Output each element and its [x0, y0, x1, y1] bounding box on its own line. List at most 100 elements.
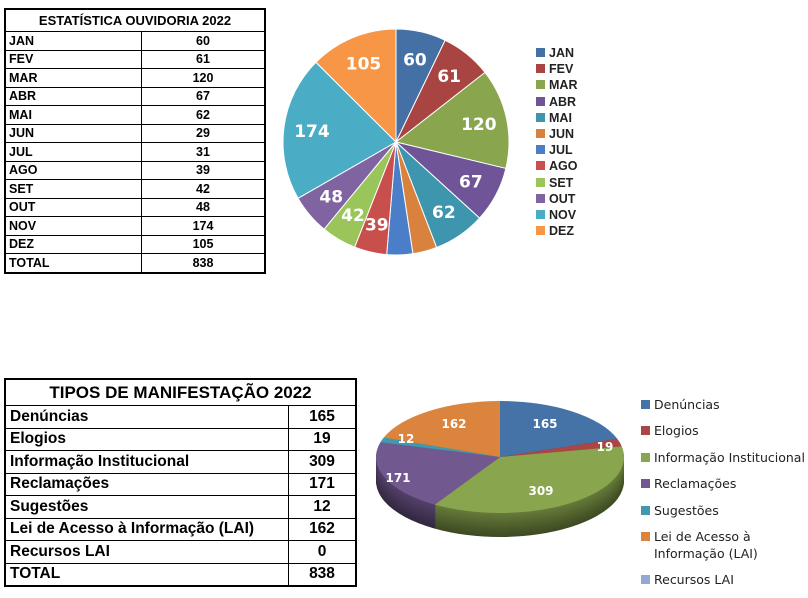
legend-item: Lei de Acesso à Informação (LAI): [641, 528, 808, 562]
legend-item: Recursos LAI: [641, 571, 808, 588]
table-row: Recursos LAI 0: [4, 540, 357, 564]
row-value: 174: [141, 216, 266, 236]
row-value: 31: [141, 142, 266, 162]
row-value: 171: [288, 472, 357, 496]
legend-label: SET: [549, 175, 574, 190]
monthly-table: ESTATÍSTICA OUVIDORIA 2022 JAN 60 FEV 61 MAR 1…: [4, 8, 266, 274]
row-value: 309: [288, 450, 357, 474]
legend-label: Informação Institucional: [654, 449, 805, 465]
legend-item: Reclamações: [641, 475, 808, 492]
legend-swatch: [641, 531, 650, 541]
legend-swatch: [536, 96, 545, 106]
row-value: 29: [141, 123, 266, 143]
row-value: 165: [288, 405, 357, 429]
legend-item: JUL: [536, 142, 577, 158]
legend-label: JUN: [549, 127, 575, 142]
table-row: Denúncias 165: [4, 405, 357, 429]
table-row: Elogios 19: [4, 427, 357, 451]
legend-item: Denúncias: [641, 396, 808, 413]
row-label: JUN: [4, 123, 142, 143]
row-value: 42: [141, 179, 266, 199]
legend-label: JAN: [549, 46, 575, 60]
legend-item: ABR: [536, 94, 577, 110]
row-label: OUT: [4, 197, 142, 217]
data-label: 61: [437, 67, 461, 87]
data-label: 162: [441, 417, 466, 431]
row-value: 67: [141, 86, 266, 106]
table-row: JUL 31: [4, 142, 266, 162]
legend-months: JAN FEV MAR ABR MAI JUN JUL AGO SET OUT NOV DEZ: [536, 45, 577, 239]
pie-slice: [380, 437, 500, 457]
table-row: AGO 39: [4, 160, 266, 180]
row-value: 838: [288, 562, 357, 587]
legend-swatch: [641, 479, 650, 489]
table-row: FEV 61: [4, 49, 266, 69]
data-label: 309: [528, 484, 553, 498]
legend-label: NOV: [549, 208, 577, 223]
legend-swatch: [536, 193, 545, 203]
data-label: 42: [341, 206, 365, 226]
data-label: 165: [532, 417, 557, 431]
table-row: JAN 60: [4, 31, 266, 51]
types-table: TIPOS DE MANIFESTAÇÃO 2022 Denúncias 165 El…: [4, 378, 357, 587]
legend-label: FEV: [549, 62, 574, 77]
legend-swatch: [641, 452, 650, 462]
legend-item: Elogios: [641, 422, 808, 439]
table-title: TIPOS DE MANIFESTAÇÃO 2022: [5, 379, 356, 406]
table-row: TOTAL 838: [4, 253, 266, 273]
legend-label: Denúncias: [654, 397, 720, 412]
legend-swatch: [536, 48, 545, 57]
legend-swatch: [536, 210, 545, 220]
pie-slice-dez: [315, 28, 397, 144]
data-label: 67: [459, 173, 483, 193]
row-label: AGO: [4, 160, 142, 180]
pie-slice: [500, 401, 618, 457]
legend-label: Reclamações: [654, 476, 737, 492]
row-label: NOV: [4, 216, 142, 236]
legend-swatch: [536, 64, 545, 74]
table-row: MAI 62: [4, 105, 266, 125]
legend-item: FEV: [536, 61, 577, 77]
table-row: Lei de Acesso à Informação (LAI) 162: [4, 517, 357, 541]
legend-label: MAI: [549, 110, 572, 125]
legend-item: MAR: [536, 77, 577, 93]
legend-item: OUT: [536, 191, 577, 207]
pie-slice: [375, 442, 500, 505]
legend-swatch: [641, 400, 650, 409]
legend-item: NOV: [536, 207, 577, 223]
legend-swatch: [641, 505, 650, 515]
legend-swatch: [536, 129, 545, 139]
legend-swatch: [641, 426, 650, 436]
table-row: JUN 29: [4, 123, 266, 143]
pie-slice: [500, 438, 622, 457]
row-label: ABR: [4, 86, 142, 106]
table-row: TOTAL 838: [4, 562, 357, 587]
legend-swatch: [536, 226, 545, 236]
legend-swatch: [641, 575, 650, 585]
row-label: JUL: [4, 142, 142, 162]
row-label: TOTAL: [4, 562, 289, 587]
row-value: 19: [288, 427, 357, 451]
row-value: 60: [141, 31, 266, 51]
legend-types: Denúncias Elogios Informação Institucional…: [641, 396, 808, 598]
data-label: 174: [294, 122, 330, 142]
row-label: JAN: [4, 31, 142, 51]
data-label: 120: [461, 115, 497, 135]
row-label: Elogios: [4, 427, 289, 451]
legend-item: Sugestões: [641, 502, 808, 519]
legend-label: OUT: [549, 191, 576, 206]
table-row: OUT 48: [4, 197, 266, 217]
legend-label: AGO: [549, 159, 578, 174]
row-value: 39: [141, 160, 266, 180]
data-label: 39: [365, 216, 389, 236]
legend-swatch: [536, 161, 545, 171]
row-value: 48: [141, 197, 266, 217]
legend-label: DEZ: [549, 224, 574, 239]
legend-label: Recursos LAI: [654, 572, 734, 588]
legend-swatch: [536, 145, 545, 155]
legend-label: JUL: [549, 143, 573, 158]
pie-slice-nov: [282, 61, 397, 199]
pie-slice-mar: [394, 71, 510, 170]
pie-slice: [434, 446, 625, 513]
data-label: 12: [398, 432, 415, 446]
